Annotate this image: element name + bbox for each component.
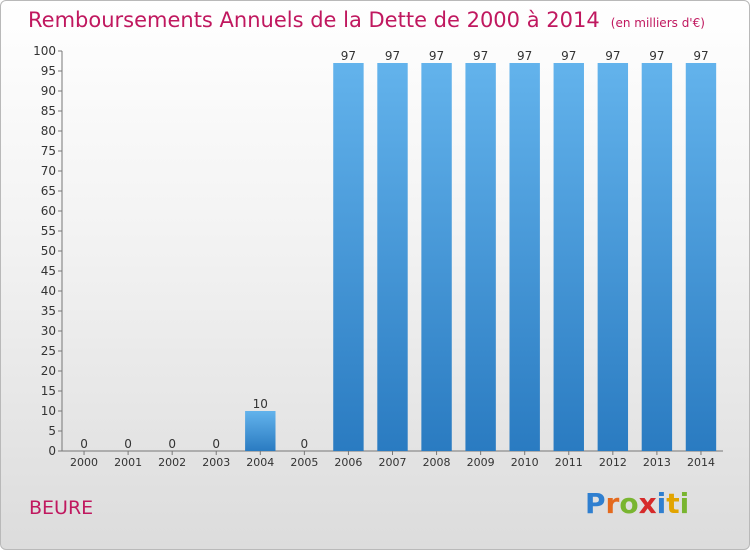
x-tick-label: 2004 (246, 456, 274, 469)
y-tick-label: 75 (41, 144, 56, 158)
x-tick-label: 2008 (423, 456, 451, 469)
bar-value-label: 10 (253, 397, 268, 411)
y-tick-label: 30 (41, 324, 56, 338)
y-tick-label: 85 (41, 104, 56, 118)
chart-title: Remboursements Annuels de la Dette de 20… (28, 8, 705, 32)
bar-value-label: 97 (561, 49, 576, 63)
bar (333, 63, 364, 451)
logo-letter: i (656, 487, 667, 520)
bar-value-label: 97 (473, 49, 488, 63)
bar (377, 63, 408, 451)
y-tick-label: 45 (41, 264, 56, 278)
bar (597, 63, 629, 451)
logo-letter: o (619, 487, 639, 520)
chart-title-text: Remboursements Annuels de la Dette de 20… (28, 8, 600, 32)
proxiti-logo: Proxiti (585, 487, 689, 520)
x-tick-label: 2014 (687, 456, 715, 469)
y-tick-label: 80 (41, 124, 56, 138)
bar (641, 63, 673, 451)
axes: 0 5 10 15 20 25 30 35 40 45 50 55 60 65 70 75 80 85 90 95 10… (33, 44, 723, 469)
x-tick-label: 2013 (643, 456, 671, 469)
bar-value-label: 97 (429, 49, 444, 63)
x-tick-label: 2002 (158, 456, 186, 469)
bar (465, 63, 496, 451)
logo-letter: x (638, 487, 657, 520)
bar (685, 63, 717, 451)
y-tick-label: 50 (41, 244, 56, 258)
bar-value-label: 0 (301, 437, 309, 451)
y-tick-label: 70 (41, 164, 56, 178)
bar (509, 63, 540, 451)
bar (553, 63, 584, 451)
bar-value-label: 0 (80, 437, 88, 451)
y-tick-label: 35 (41, 304, 56, 318)
bar-value-label: 97 (385, 49, 400, 63)
logo-letter: P (585, 487, 606, 520)
y-tick-label: 60 (41, 204, 56, 218)
bar-value-label: 97 (341, 49, 356, 63)
bar-value-label: 0 (124, 437, 132, 451)
logo-letter: r (605, 487, 620, 520)
bar-value-label: 97 (605, 49, 620, 63)
x-tick-label: 2005 (290, 456, 318, 469)
x-tick-label: 2009 (467, 456, 495, 469)
y-tick-label: 0 (48, 444, 56, 458)
y-tick-label: 95 (41, 64, 56, 78)
y-tick-label: 100 (33, 44, 56, 58)
chart-unit: (en milliers d'€) (610, 16, 705, 30)
bar-value-label: 97 (693, 49, 708, 63)
logo-letter: t (666, 487, 680, 520)
y-tick-label: 65 (41, 184, 56, 198)
x-tick-label: 2010 (511, 456, 539, 469)
y-tick-label: 40 (41, 284, 56, 298)
bar-value-label: 0 (212, 437, 220, 451)
bar-value-label: 0 (168, 437, 176, 451)
bar-value-label: 97 (517, 49, 532, 63)
bar-value-label: 97 (649, 49, 664, 63)
y-tick-label: 90 (41, 84, 56, 98)
x-tick-label: 2007 (379, 456, 407, 469)
x-tick-label: 2000 (70, 456, 98, 469)
y-tick-label: 5 (48, 424, 56, 438)
value-labels: 0 0 0 0 10 0 97 97 97 97 97 97 97 97 97 (80, 49, 708, 451)
x-tick-label: 2001 (114, 456, 142, 469)
y-tick-label: 15 (41, 384, 56, 398)
y-tick-label: 25 (41, 344, 56, 358)
x-tick-label: 2006 (334, 456, 362, 469)
x-tick-label: 2011 (555, 456, 583, 469)
bar (421, 63, 452, 451)
y-tick-label: 20 (41, 364, 56, 378)
bars (245, 63, 717, 451)
bar (245, 411, 276, 451)
place-name: BEURE (29, 497, 94, 519)
x-tick-label: 2003 (202, 456, 230, 469)
y-tick-label: 10 (41, 404, 56, 418)
logo-letter: i (679, 487, 690, 520)
y-tick-label: 55 (41, 224, 56, 238)
x-tick-label: 2012 (599, 456, 627, 469)
